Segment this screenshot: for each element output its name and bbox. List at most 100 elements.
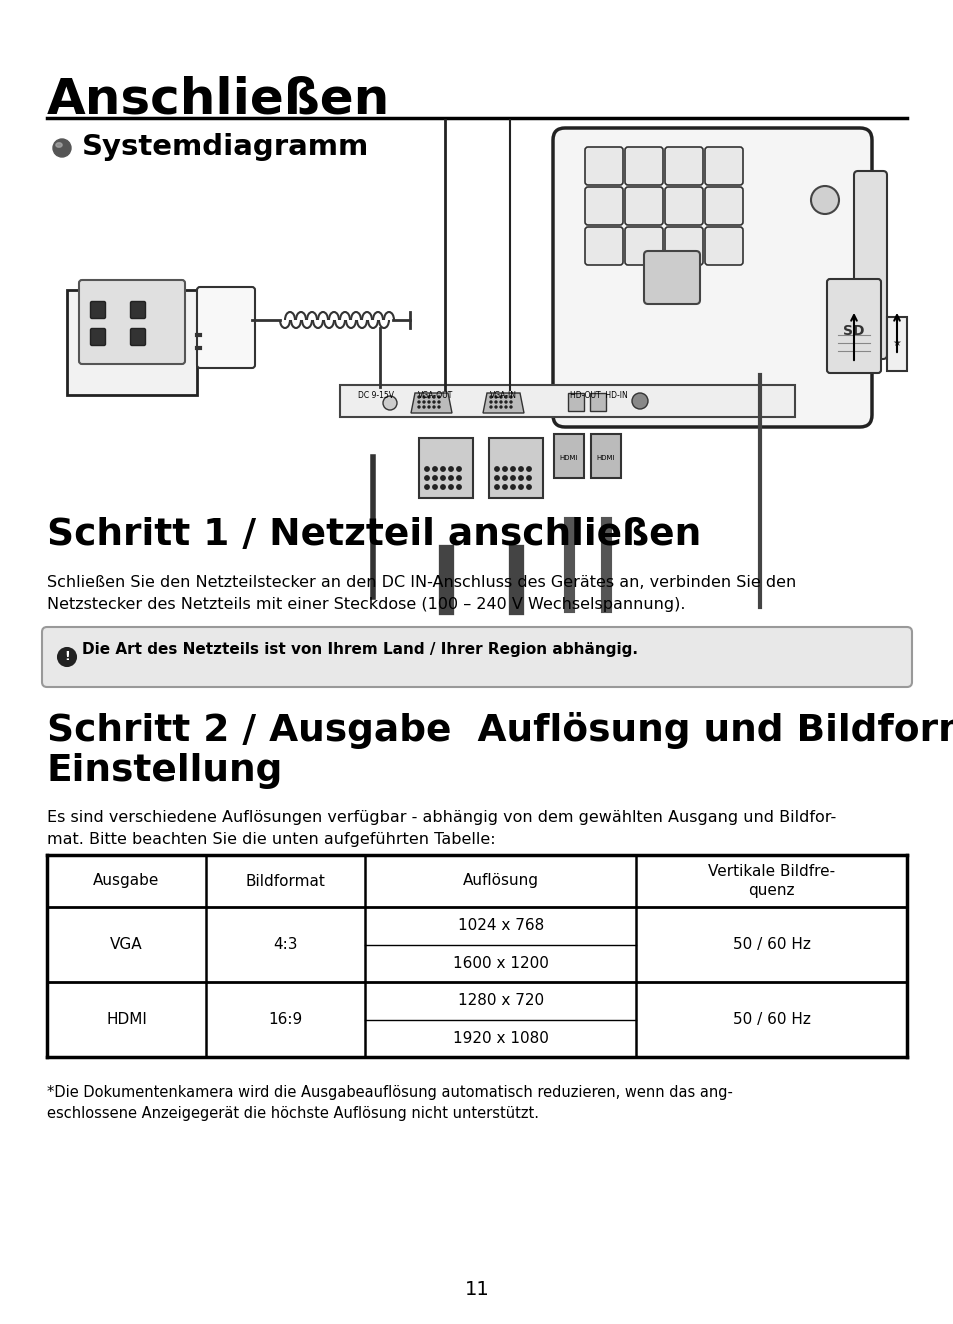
Circle shape (495, 475, 498, 481)
Circle shape (510, 396, 512, 399)
FancyBboxPatch shape (584, 226, 622, 265)
Circle shape (631, 393, 647, 409)
FancyBboxPatch shape (704, 187, 742, 225)
Circle shape (440, 467, 445, 471)
Text: VGA-OUT: VGA-OUT (417, 391, 453, 400)
Circle shape (433, 396, 435, 399)
Circle shape (422, 396, 424, 399)
Bar (589, 393, 605, 410)
Circle shape (448, 467, 453, 471)
Circle shape (433, 475, 436, 481)
Circle shape (440, 475, 445, 481)
FancyBboxPatch shape (131, 302, 146, 319)
FancyBboxPatch shape (664, 147, 702, 185)
Circle shape (499, 406, 501, 408)
Circle shape (424, 467, 429, 471)
Text: DC 9-15V: DC 9-15V (357, 391, 394, 400)
Polygon shape (482, 393, 523, 413)
Circle shape (504, 396, 506, 399)
Text: 1024 x 768: 1024 x 768 (457, 919, 543, 933)
Text: HD-OUT  HD-IN: HD-OUT HD-IN (569, 391, 627, 400)
Circle shape (510, 467, 515, 471)
Text: Schritt 2 / Ausgabe  Auflösung und Bildformat
Einstellung: Schritt 2 / Ausgabe Auflösung und Bildfo… (47, 712, 953, 789)
Circle shape (422, 406, 424, 408)
FancyBboxPatch shape (79, 279, 185, 364)
Circle shape (433, 467, 436, 471)
Circle shape (495, 406, 497, 408)
Text: Schließen Sie den Netzteilstecker an den DC IN-Anschluss des Gerätes an, verbind: Schließen Sie den Netzteilstecker an den… (47, 575, 796, 612)
Text: !: ! (64, 650, 70, 663)
Circle shape (490, 396, 492, 399)
Circle shape (417, 406, 419, 408)
Bar (567, 393, 583, 410)
Circle shape (495, 467, 498, 471)
Circle shape (424, 485, 429, 489)
Circle shape (428, 406, 430, 408)
Circle shape (417, 401, 419, 402)
FancyBboxPatch shape (489, 438, 542, 498)
Text: 50 / 60 Hz: 50 / 60 Hz (732, 1012, 810, 1027)
FancyBboxPatch shape (624, 226, 662, 265)
FancyBboxPatch shape (91, 328, 106, 346)
Circle shape (437, 396, 439, 399)
Circle shape (490, 401, 492, 402)
Bar (339, 385, 794, 417)
Circle shape (510, 406, 512, 408)
FancyBboxPatch shape (704, 147, 742, 185)
FancyBboxPatch shape (42, 628, 911, 687)
Text: Es sind verschiedene Auflösungen verfügbar - abhängig von dem gewählten Ausgang : Es sind verschiedene Auflösungen verfügb… (47, 810, 836, 846)
Circle shape (433, 485, 436, 489)
Text: 11: 11 (464, 1280, 489, 1299)
FancyBboxPatch shape (131, 328, 146, 346)
Text: VGA-IN: VGA-IN (490, 391, 517, 400)
Text: 50 / 60 Hz: 50 / 60 Hz (732, 937, 810, 952)
FancyBboxPatch shape (643, 252, 700, 305)
Text: 16:9: 16:9 (268, 1012, 302, 1027)
Text: VGA: VGA (111, 937, 143, 952)
FancyBboxPatch shape (886, 316, 906, 371)
Circle shape (58, 647, 76, 666)
FancyBboxPatch shape (826, 279, 880, 373)
Circle shape (417, 396, 419, 399)
Circle shape (518, 467, 522, 471)
Circle shape (510, 485, 515, 489)
Circle shape (437, 406, 439, 408)
Circle shape (526, 475, 531, 481)
Text: HDMI: HDMI (597, 455, 615, 461)
Circle shape (504, 406, 506, 408)
FancyBboxPatch shape (418, 438, 473, 498)
FancyBboxPatch shape (664, 226, 702, 265)
Circle shape (502, 485, 507, 489)
Circle shape (499, 401, 501, 402)
FancyBboxPatch shape (704, 226, 742, 265)
Circle shape (448, 475, 453, 481)
Text: Die Art des Netzteils ist von Ihrem Land / Ihrer Region abhängig.: Die Art des Netzteils ist von Ihrem Land… (82, 642, 638, 657)
Circle shape (456, 485, 460, 489)
Circle shape (499, 396, 501, 399)
Circle shape (518, 485, 522, 489)
FancyBboxPatch shape (554, 434, 583, 478)
FancyBboxPatch shape (196, 287, 254, 368)
FancyBboxPatch shape (590, 434, 620, 478)
Circle shape (518, 475, 522, 481)
Ellipse shape (56, 143, 62, 147)
Text: Schritt 1 / Netzteil anschließen: Schritt 1 / Netzteil anschließen (47, 516, 700, 553)
FancyBboxPatch shape (91, 302, 106, 319)
Circle shape (440, 485, 445, 489)
Polygon shape (411, 393, 452, 413)
Circle shape (510, 401, 512, 402)
Circle shape (433, 401, 435, 402)
Circle shape (810, 185, 838, 214)
Circle shape (495, 485, 498, 489)
FancyBboxPatch shape (624, 187, 662, 225)
FancyBboxPatch shape (584, 187, 622, 225)
Text: Systemdiagramm: Systemdiagramm (82, 132, 369, 162)
Circle shape (437, 401, 439, 402)
Bar (47, 855, 906, 907)
FancyBboxPatch shape (664, 187, 702, 225)
FancyBboxPatch shape (67, 290, 196, 395)
Text: ★: ★ (892, 338, 901, 348)
Circle shape (490, 406, 492, 408)
Circle shape (433, 406, 435, 408)
Circle shape (428, 396, 430, 399)
